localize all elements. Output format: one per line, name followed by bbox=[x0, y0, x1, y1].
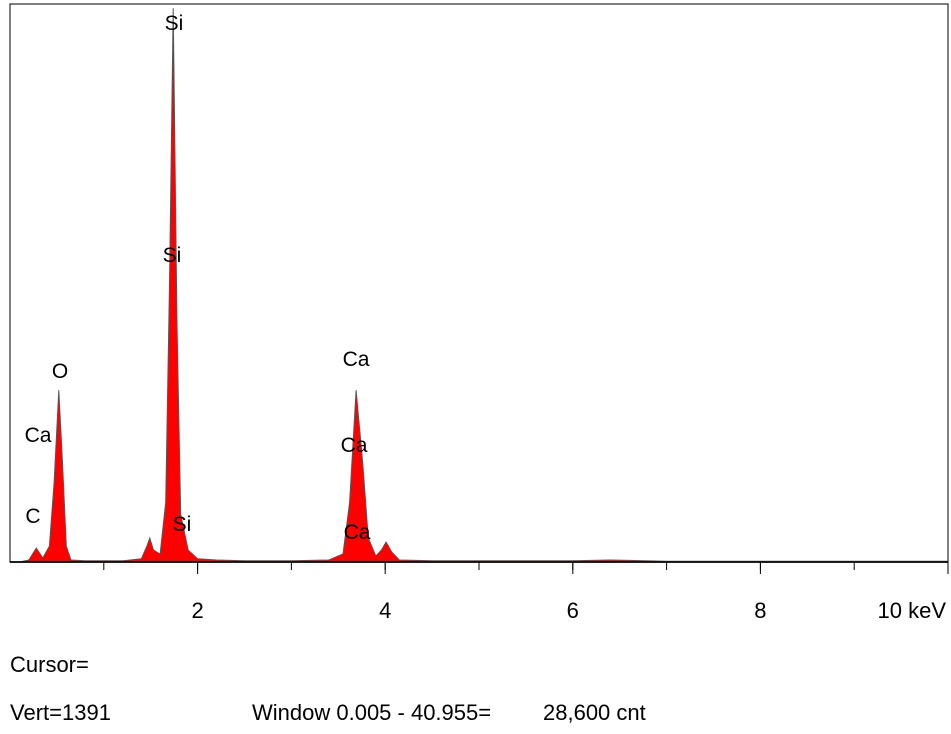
vert-label: Vert=1391 bbox=[10, 700, 111, 725]
peak-label: Si bbox=[165, 12, 184, 35]
x-tick-label: 4 bbox=[379, 598, 391, 623]
peak-label: Ca bbox=[343, 348, 370, 371]
peak-label: Ca bbox=[344, 521, 371, 544]
spectrum-outline bbox=[19, 8, 948, 563]
x-tick-label: 10 keV bbox=[878, 598, 947, 623]
peak-label: O bbox=[52, 360, 68, 383]
peak-label: Ca bbox=[25, 424, 52, 447]
peak-label: Si bbox=[163, 244, 182, 267]
plot-frame bbox=[9, 3, 949, 563]
spectrum-fill bbox=[19, 8, 948, 562]
peak-label: Ca bbox=[341, 434, 368, 457]
peak-label: Si bbox=[173, 513, 192, 536]
x-tick-label: 2 bbox=[191, 598, 203, 623]
window-label: Window 0.005 - 40.955= bbox=[252, 700, 491, 725]
cursor-label: Cursor= bbox=[10, 652, 89, 677]
x-tick-label: 6 bbox=[567, 598, 579, 623]
peak-label: C bbox=[25, 505, 40, 528]
count-label: 28,600 cnt bbox=[543, 700, 646, 725]
x-tick-label: 8 bbox=[754, 598, 766, 623]
